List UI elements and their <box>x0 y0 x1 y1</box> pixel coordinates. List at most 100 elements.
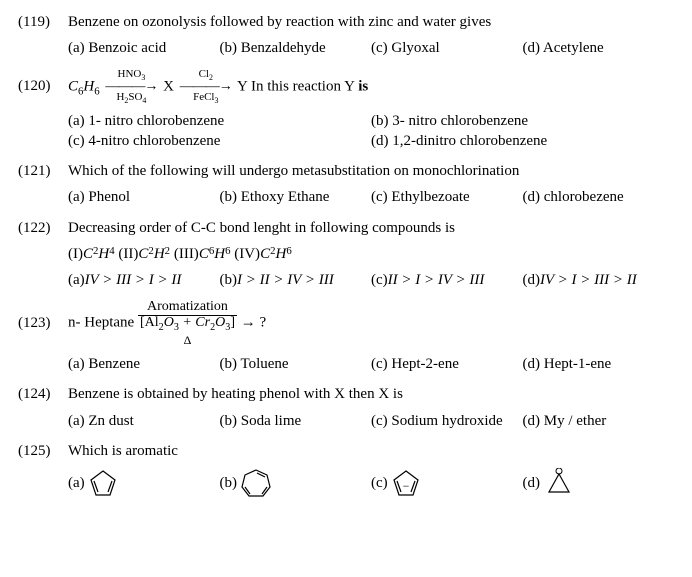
svg-text:−: − <box>403 479 410 493</box>
options: (a) IV > III > I > II (b) I > II > IV > … <box>18 270 674 290</box>
arrow: → <box>241 315 256 331</box>
stem-text: Which of the following will undergo meta… <box>68 161 674 181</box>
sub-6b: 6 <box>94 85 99 97</box>
option-c: (c) II > I > IV > III <box>371 270 523 290</box>
stem-text: n- Heptane Aromatization [Al2O3 + Cr2O3]… <box>68 300 674 346</box>
iii-label: (III) <box>174 244 199 264</box>
lbl: (a) <box>68 270 85 290</box>
cyclopropenyl-icon <box>544 468 574 498</box>
f-c: C <box>68 78 78 94</box>
options: (a) Zn dust (b) Soda lime (c) Sodium hyd… <box>18 411 674 431</box>
is-bold: is <box>358 78 368 94</box>
close: ] <box>230 315 235 330</box>
question-120: (120) C6H6 HNO3 ———→ H2SO4 X Cl2 ———→ Fe… <box>18 69 674 152</box>
reaction-arrow-1: HNO3 ———→ H2SO4 <box>105 69 157 105</box>
option-a: (a) Phenol <box>68 187 220 207</box>
q-number: (123) <box>18 313 68 333</box>
arrow-bot: FeCl3 <box>193 92 218 105</box>
option-d: (d) <box>523 467 675 499</box>
c: C <box>138 246 148 262</box>
stem: (125) Which is aromatic <box>18 441 674 461</box>
hno: HNO <box>118 68 142 80</box>
cyclopentadiene-icon <box>88 468 118 498</box>
lbl: (a) <box>68 473 85 493</box>
option-b: (b) 3- nitro chlorobenzene <box>371 111 674 131</box>
stem: (120) C6H6 HNO3 ———→ H2SO4 X Cl2 ———→ Fe… <box>18 69 674 105</box>
option-c: (c) Glyoxal <box>371 38 523 58</box>
option-d: (d) My / ether <box>523 411 675 431</box>
s4: 4 <box>142 96 146 105</box>
al: [Al <box>140 315 159 330</box>
stem-text: Benzene is obtained by heating phenol wi… <box>68 384 674 404</box>
option-b: (b) Toluene <box>220 354 372 374</box>
val: I > II > IV > III <box>237 270 334 290</box>
val: IV > I > III > II <box>540 270 637 290</box>
option-a: (a) Zn dust <box>68 411 220 431</box>
q-number: (120) <box>18 76 68 96</box>
aromatization-fraction: Aromatization [Al2O3 + Cr2O3] Δ <box>138 300 237 346</box>
question-123: (123) n- Heptane Aromatization [Al2O3 + … <box>18 300 674 374</box>
cyclopentadienyl-anion-icon: − <box>391 468 421 498</box>
q-number: (125) <box>18 441 68 461</box>
val: II > I > IV > III <box>388 270 485 290</box>
lbl: (d) <box>523 473 541 493</box>
o: O <box>164 315 174 330</box>
option-a: (a) Benzene <box>68 354 220 374</box>
q-number: (124) <box>18 384 68 404</box>
reaction-arrow-2: Cl2 ———→ FeCl3 <box>180 69 232 105</box>
stem-text: Decreasing order of C-C bond lenght in f… <box>68 218 674 238</box>
ii-label: (II) <box>118 244 138 264</box>
f-h: H <box>83 78 94 94</box>
options: (a) 1- nitro chlorobenzene (b) 3- nitro … <box>18 111 674 152</box>
cycloheptatriene-icon <box>241 467 273 499</box>
s: 2 <box>165 244 170 264</box>
h: H <box>214 246 225 262</box>
cr: + Cr <box>179 315 210 330</box>
option-c: (c) Sodium hydroxide <box>371 411 523 431</box>
option-d: (d) IV > I > III > II <box>523 270 675 290</box>
lbl: (b) <box>220 473 238 493</box>
s: 6 <box>225 244 230 264</box>
option-c: (c) − <box>371 467 523 499</box>
val: IV > III > I > II <box>85 270 182 290</box>
o2: O <box>215 315 225 330</box>
stem-text: C6H6 HNO3 ———→ H2SO4 X Cl2 ———→ FeCl3 Y … <box>68 69 674 105</box>
iv-label: (IV) <box>234 244 260 264</box>
option-d: (d) Hept-1-ene <box>523 354 675 374</box>
stem: (119) Benzene on ozonolysis followed by … <box>18 12 674 32</box>
question-119: (119) Benzene on ozonolysis followed by … <box>18 12 674 59</box>
stem-text: Which is aromatic <box>68 441 674 461</box>
q-number: (122) <box>18 218 68 238</box>
option-b: (b) Soda lime <box>220 411 372 431</box>
options: (a) (b) (c) − <box>18 467 674 499</box>
i-label: (I) <box>68 244 83 264</box>
stem: (123) n- Heptane Aromatization [Al2O3 + … <box>18 300 674 346</box>
fecl: FeCl <box>193 91 214 103</box>
option-b: (b) <box>220 467 372 499</box>
option-c: (c) Ethylbezoate <box>371 187 523 207</box>
question-124: (124) Benzene is obtained by heating phe… <box>18 384 674 431</box>
option-a: (a) IV > III > I > II <box>68 270 220 290</box>
arrow-bot: H2SO4 <box>116 92 146 105</box>
c: C <box>199 246 209 262</box>
options: (a) Phenol (b) Ethoxy Ethane (c) Ethylbe… <box>18 187 674 207</box>
h: H <box>98 246 109 262</box>
stem: (124) Benzene is obtained by heating phe… <box>18 384 674 404</box>
stem-text: Benzene on ozonolysis followed by reacti… <box>68 12 674 32</box>
x-label: X <box>163 78 178 94</box>
delta: Δ <box>184 334 192 347</box>
tail-text: Y In this reaction Y <box>237 78 358 94</box>
c: C <box>83 246 93 262</box>
question-122: (122) Decreasing order of C-C bond lengh… <box>18 218 674 291</box>
h: H <box>275 246 286 262</box>
lead: n- Heptane <box>68 315 138 331</box>
cl: Cl <box>199 68 209 80</box>
lbl: (d) <box>523 270 541 290</box>
lbl: (b) <box>220 270 238 290</box>
options: (a) Benzoic acid (b) Benzaldehyde (c) Gl… <box>18 38 674 58</box>
option-a: (a) Benzoic acid <box>68 38 220 58</box>
frac-top: Aromatization <box>147 300 228 315</box>
frac-bot: [Al2O3 + Cr2O3] <box>138 315 237 333</box>
q-number: (121) <box>18 161 68 181</box>
question-121: (121) Which of the following will underg… <box>18 161 674 208</box>
